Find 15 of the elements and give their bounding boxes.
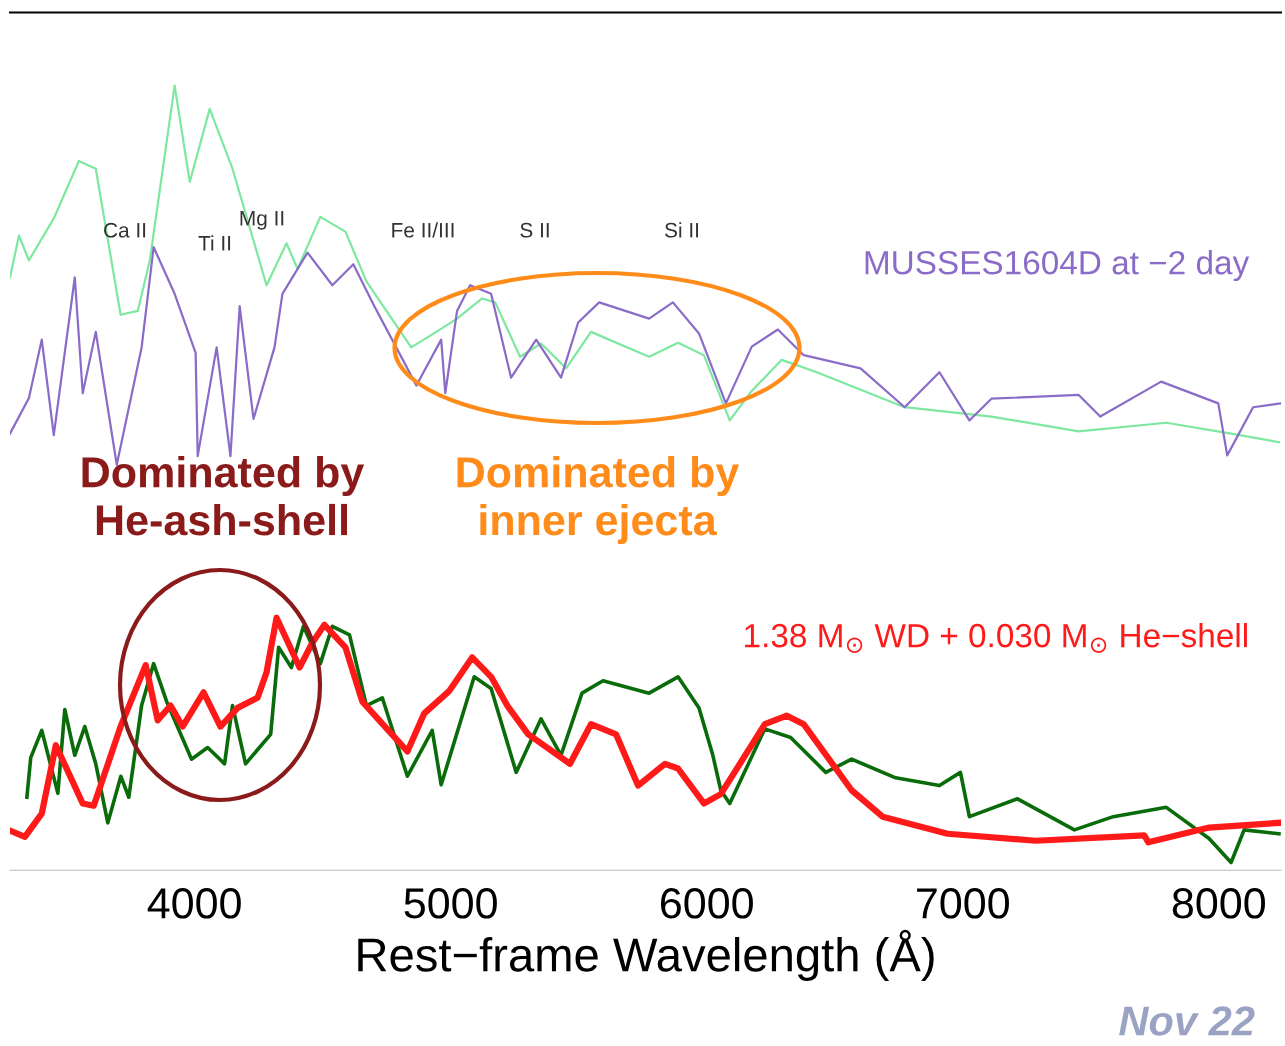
x-tick-label: 8000 bbox=[1172, 888, 1265, 919]
annotation: S II bbox=[520, 222, 549, 238]
text: 1.38 M$_{⊙}$ WD + 0.030 M$_{⊙}$ He−shell bbox=[745, 622, 1247, 653]
x-tick-label: 6000 bbox=[660, 888, 753, 919]
annotation: Ti II bbox=[198, 235, 231, 251]
text: Nov 22 bbox=[1119, 1006, 1255, 1036]
annotation: Fe II/III bbox=[392, 222, 454, 238]
text: MUSSES1604D at −2 day bbox=[865, 250, 1250, 282]
annotation: Dominated by inner ejecta bbox=[457, 455, 740, 545]
x-tick-label: 7000 bbox=[917, 888, 1009, 919]
x-tick-label: 5000 bbox=[404, 888, 497, 919]
annotation: Dominated by He-ash-shell bbox=[82, 455, 365, 536]
x-tick-label: 4000 bbox=[147, 888, 241, 919]
x-axis-title: Rest−frame Wavelength (Å) bbox=[358, 929, 934, 982]
annotation: Si II bbox=[665, 222, 699, 238]
